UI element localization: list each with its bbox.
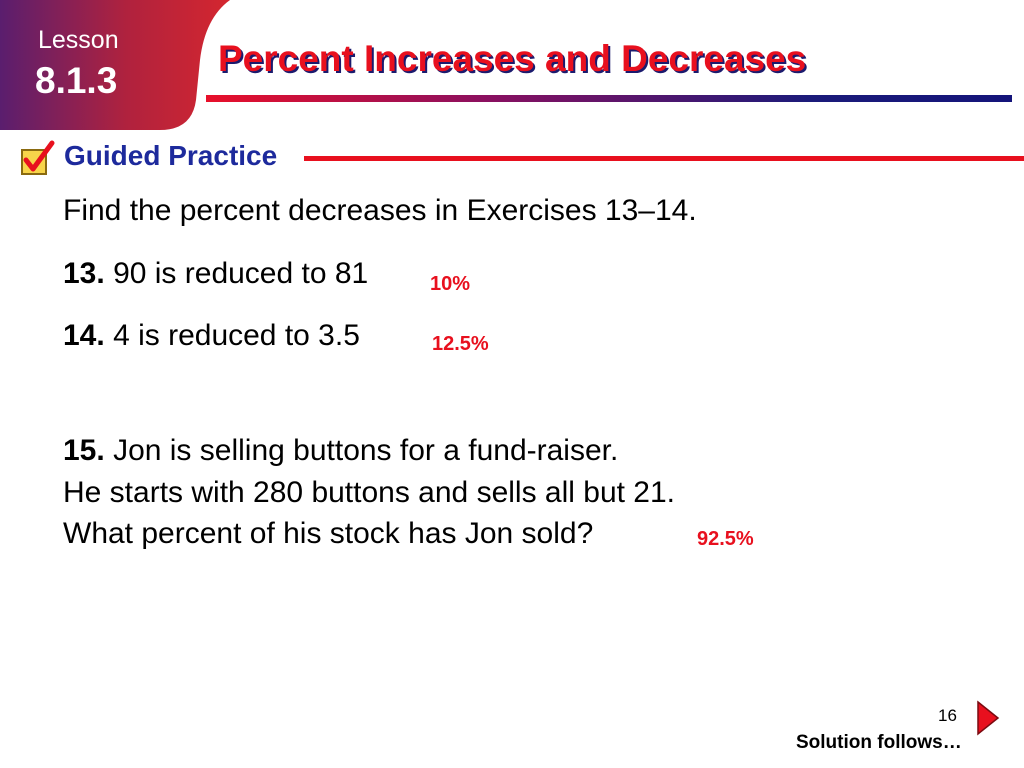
exercise-14: 14. 4 is reduced to 3.5 <box>63 319 360 353</box>
next-arrow-icon[interactable] <box>974 700 1000 736</box>
exercise-number: 13. <box>63 257 105 290</box>
problem-15-line-2: He starts with 280 buttons and sells all… <box>63 476 676 509</box>
section-header: Guided Practice <box>20 138 1024 178</box>
problem-number: 15. <box>63 434 105 467</box>
lesson-label: Lesson <box>38 26 119 54</box>
section-title: Guided Practice <box>64 140 278 171</box>
exercise-13-answer: 10% <box>430 273 471 295</box>
instruction-text: Find the percent decreases in Exercises … <box>63 194 697 227</box>
lesson-badge: Lesson 8.1.3 <box>0 0 230 130</box>
lesson-number: 8.1.3 <box>35 60 118 101</box>
exercise-13: 13. 90 is reduced to 81 <box>63 257 368 291</box>
page-number: 16 <box>938 706 957 725</box>
problem-15-line-1: 15. Jon is selling buttons for a fund-ra… <box>63 434 618 468</box>
page-title: Percent Increases and Decreases <box>218 38 807 79</box>
problem-text: Jon is selling buttons for a fund-raiser… <box>113 434 619 467</box>
exercise-number: 14. <box>63 319 105 352</box>
section-divider <box>304 156 1024 161</box>
solution-follows-note: Solution follows… <box>796 732 962 753</box>
lesson-badge-background <box>0 0 230 130</box>
title-underline <box>206 95 1012 102</box>
exercise-text: 90 is reduced to 81 <box>113 257 369 290</box>
checkbox-checked-icon <box>21 140 55 175</box>
exercise-14-answer: 12.5% <box>432 333 489 355</box>
problem-15-answer: 92.5% <box>697 528 754 550</box>
exercise-text: 4 is reduced to 3.5 <box>113 319 360 352</box>
problem-15-line-3: What percent of his stock has Jon sold? <box>63 517 594 550</box>
